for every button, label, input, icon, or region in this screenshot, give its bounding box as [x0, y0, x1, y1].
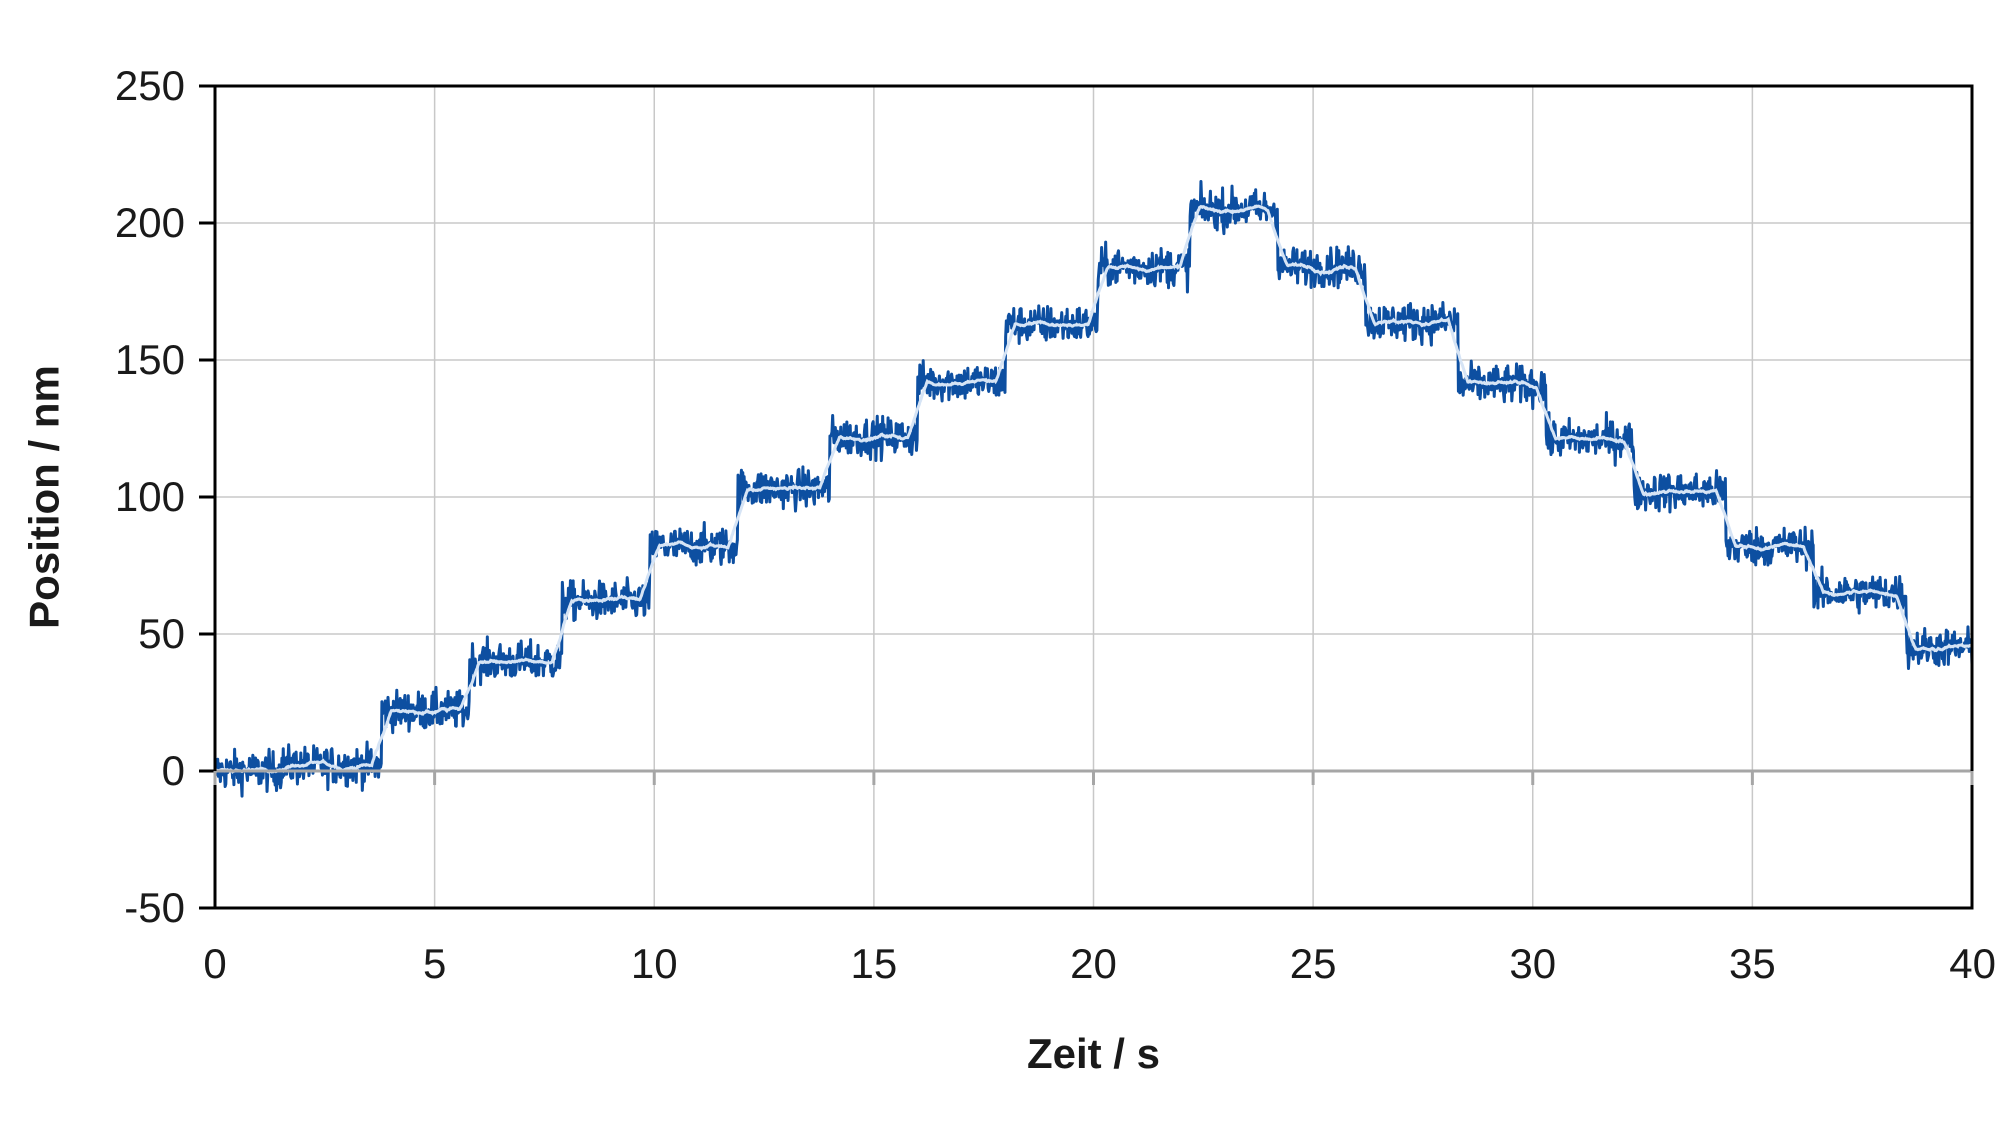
- x-tick-label-0: 0: [203, 940, 226, 987]
- plot-frame: [199, 84, 1974, 910]
- y-tick-label-50: 50: [138, 610, 185, 657]
- y-tick-label-150: 150: [115, 336, 185, 383]
- y-tick-label-0: 0: [162, 747, 185, 794]
- x-tick-label-30: 30: [1509, 940, 1556, 987]
- raw-position-series: [213, 179, 1974, 798]
- smoothed-position-series: [213, 204, 1973, 774]
- x-tick-label-40: 40: [1949, 940, 1996, 987]
- y-tick-label--50: -50: [124, 884, 185, 931]
- tick-labels: -50 0 50 100 150 200 250 0 5 10 15 20 25 30 35 40: [115, 62, 1996, 987]
- x-tick-label-10: 10: [631, 940, 678, 987]
- y-tick-label-100: 100: [115, 473, 185, 520]
- x-tick-label-15: 15: [851, 940, 898, 987]
- x-tick-label-35: 35: [1729, 940, 1776, 987]
- x-tick-label-25: 25: [1290, 940, 1337, 987]
- y-axis-title: Position / nm: [21, 365, 68, 629]
- y-tick-label-250: 250: [115, 62, 185, 109]
- x-tick-label-20: 20: [1070, 940, 1117, 987]
- x-axis-title: Zeit / s: [1027, 1030, 1160, 1077]
- y-tick-label-200: 200: [115, 199, 185, 246]
- data-series: [213, 179, 1974, 798]
- x-tick-label-5: 5: [423, 940, 446, 987]
